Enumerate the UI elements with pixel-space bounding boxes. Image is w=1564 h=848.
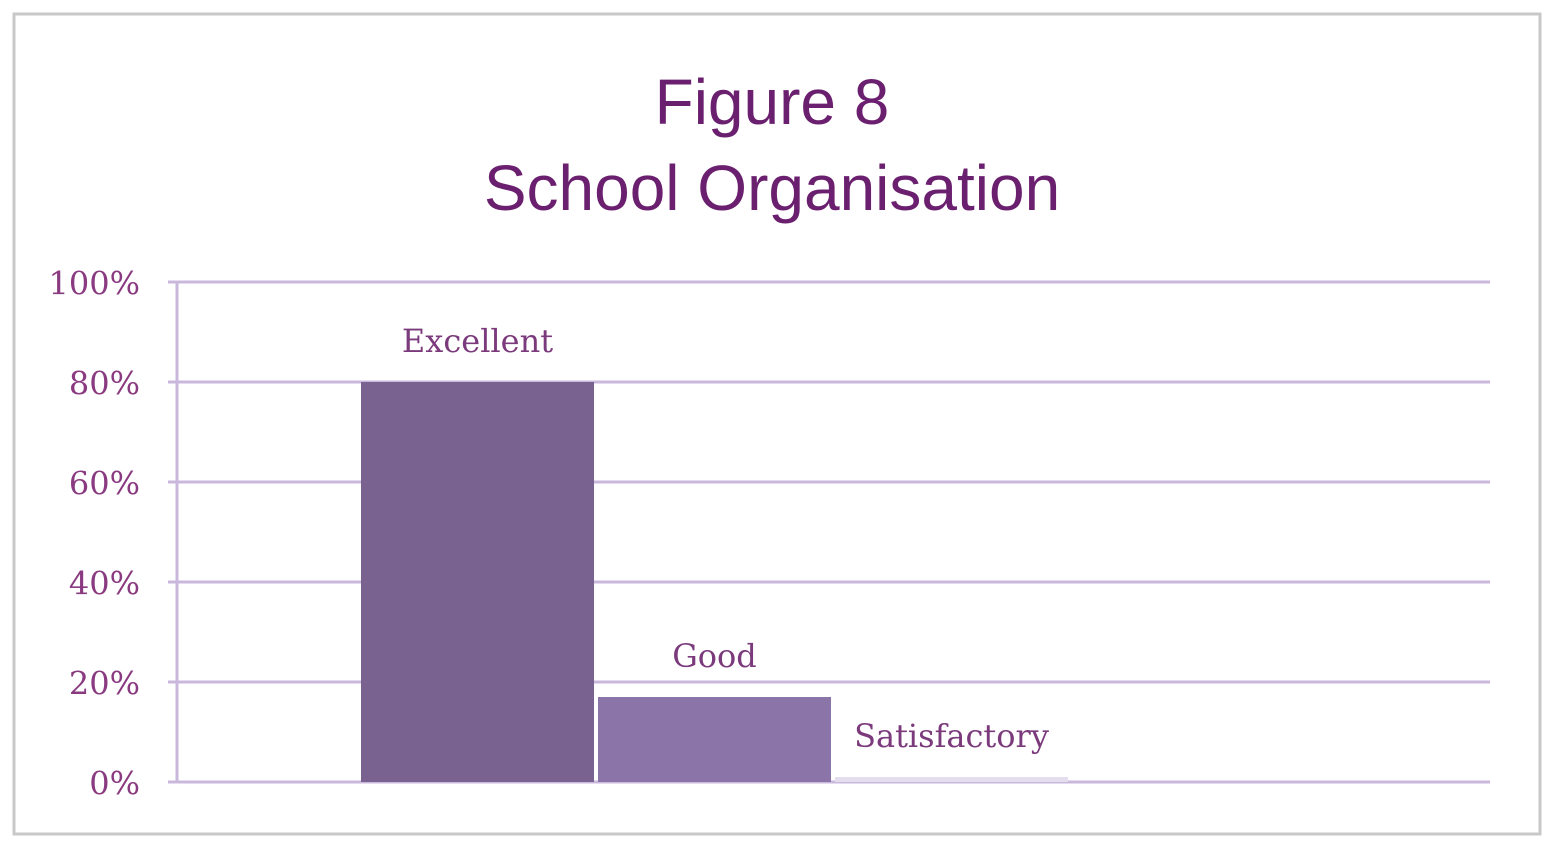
bar-label: Satisfactory	[854, 717, 1049, 755]
chart-title: Figure 8	[655, 66, 890, 138]
y-tick-label: 60%	[69, 465, 140, 503]
bar-label: Good	[672, 637, 757, 675]
y-tick-label: 40%	[69, 565, 140, 603]
y-tick-label: 100%	[49, 265, 140, 303]
y-tick-label: 20%	[69, 665, 140, 703]
bar	[361, 382, 594, 782]
bar-label: Excellent	[402, 322, 553, 360]
chart-subtitle: School Organisation	[484, 152, 1060, 224]
bar	[835, 777, 1068, 782]
bar	[598, 697, 831, 782]
y-tick-label: 80%	[69, 365, 140, 403]
y-tick-label: 0%	[89, 765, 140, 803]
